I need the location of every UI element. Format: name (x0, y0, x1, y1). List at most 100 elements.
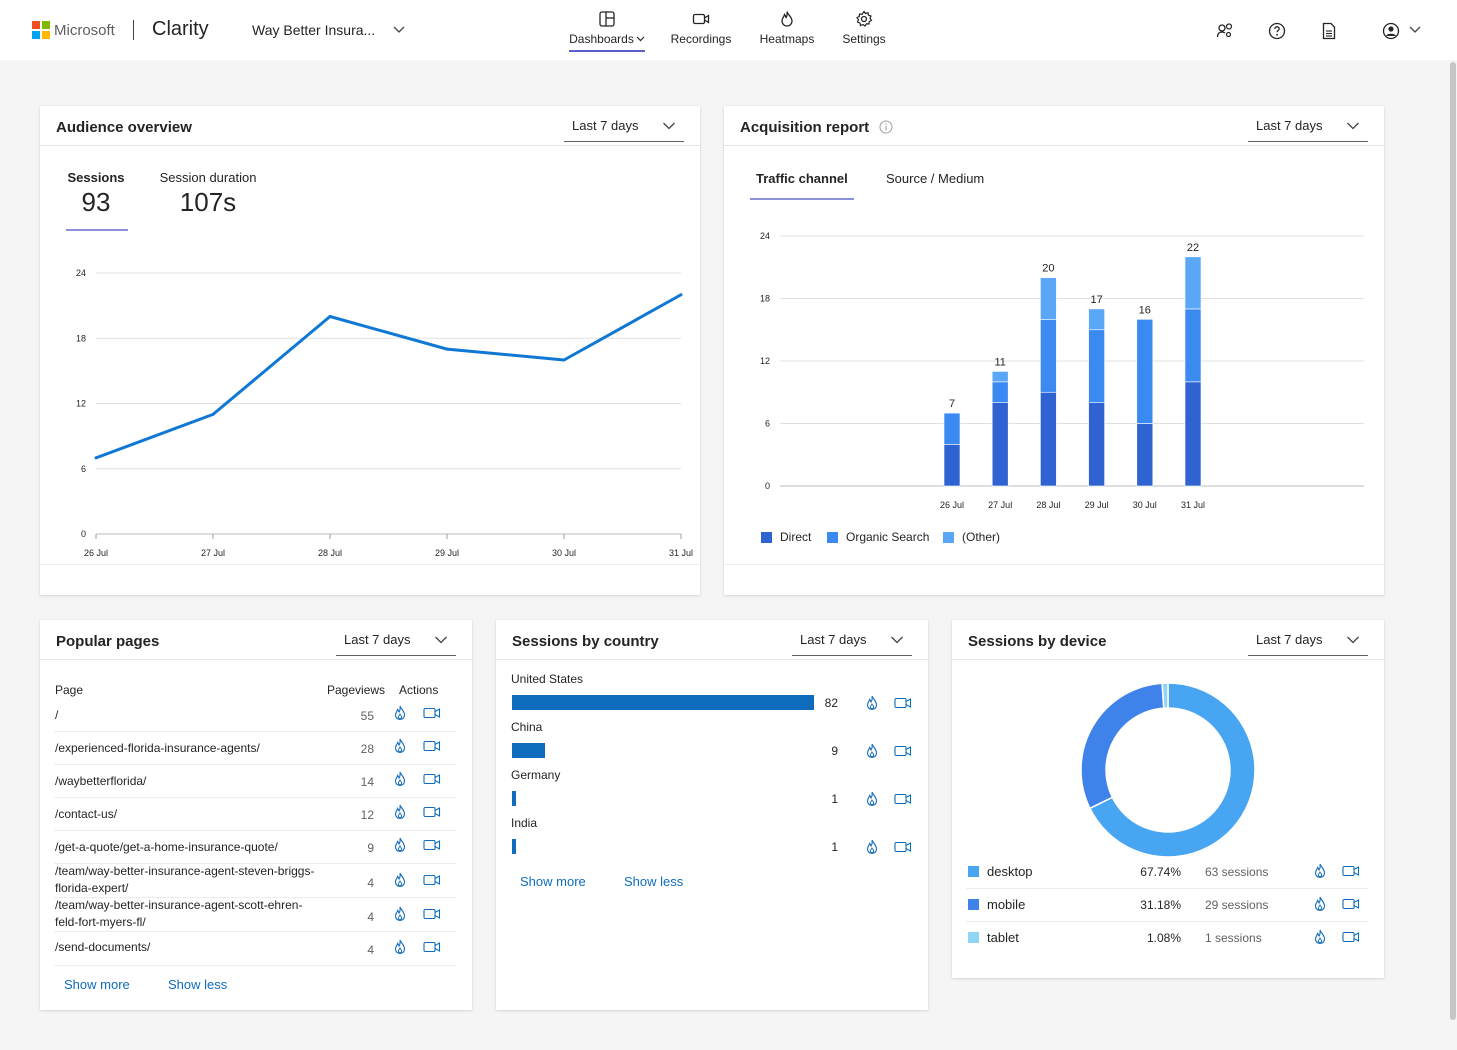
info-icon[interactable] (879, 120, 893, 134)
page-path[interactable]: /waybetterflorida/ (55, 774, 147, 788)
bar-segment-organic-search (943, 412, 961, 445)
top-header: Microsoft Clarity Way Better Insura... D… (0, 0, 1457, 60)
page-path[interactable]: /get-a-quote/get-a-home-insurance-quote/ (55, 840, 278, 854)
date-range-dropdown[interactable]: Last 7 days (1248, 112, 1368, 142)
heatmap-icon[interactable] (865, 743, 879, 759)
date-range-dropdown[interactable]: Last 7 days (792, 626, 912, 656)
heatmap-icon[interactable] (865, 791, 879, 807)
recording-icon[interactable] (423, 773, 441, 785)
bar-total-label: 20 (1042, 263, 1054, 275)
heatmap-icon[interactable] (393, 872, 407, 888)
heatmap-icon[interactable] (393, 906, 407, 922)
heatmap-icon[interactable] (393, 804, 407, 820)
bar-total-label: 22 (1187, 242, 1199, 254)
people-settings-icon[interactable] (1216, 22, 1234, 40)
heatmap-icon[interactable] (1313, 929, 1327, 945)
divider (724, 564, 1384, 565)
column-header-pageviews: Pageviews (327, 683, 386, 697)
show-more-link[interactable]: Show more (520, 874, 586, 889)
tab-source-medium[interactable]: Source / Medium (886, 171, 985, 186)
recording-icon[interactable] (423, 839, 441, 851)
heatmap-icon[interactable] (393, 738, 407, 754)
heatmap-icon[interactable] (1313, 896, 1327, 912)
chevron-down-icon (435, 636, 447, 644)
date-range-dropdown[interactable]: Last 7 days (336, 626, 456, 656)
chevron-down-icon[interactable] (1408, 24, 1422, 36)
nav-recordings[interactable]: Recordings (668, 10, 734, 52)
y-tick-label: 18 (76, 333, 86, 343)
tab-session-duration[interactable]: Session duration 107s (152, 170, 264, 218)
recording-icon[interactable] (1342, 931, 1360, 943)
page-path[interactable]: /team/way-better-insurance-agent-scott-e… (55, 898, 303, 929)
metric-value: 107s (179, 187, 237, 217)
product-name[interactable]: Clarity (152, 18, 209, 40)
date-range-dropdown[interactable]: Last 7 days (1248, 626, 1368, 656)
microsoft-logo[interactable]: Microsoft (32, 21, 115, 39)
scrollbar-thumb[interactable] (1450, 62, 1456, 1020)
heatmap-icon[interactable] (393, 939, 407, 955)
heatmap-icon[interactable] (393, 837, 407, 853)
show-less-link[interactable]: Show less (168, 977, 228, 992)
recording-icon[interactable] (423, 908, 441, 920)
account-icon[interactable] (1382, 22, 1400, 40)
tab-active-indicator (66, 229, 128, 231)
country-bar (512, 695, 814, 710)
donut-slice-tablet (1161, 682, 1169, 709)
divider (40, 659, 472, 660)
recording-icon[interactable] (894, 793, 912, 805)
brand-name: Microsoft (54, 21, 115, 39)
help-icon[interactable] (1268, 22, 1286, 40)
recording-icon[interactable] (894, 697, 912, 709)
heatmap-icon[interactable] (393, 705, 407, 721)
device-sessions: 1 sessions (1205, 931, 1262, 945)
project-selector[interactable]: Way Better Insura... (252, 22, 376, 38)
heatmap-icon[interactable] (393, 771, 407, 787)
recording-icon[interactable] (423, 707, 441, 719)
recording-icon[interactable] (1342, 898, 1360, 910)
page-path[interactable]: /send-documents/ (55, 940, 151, 954)
heatmap-icon[interactable] (1313, 863, 1327, 879)
recording-icon[interactable] (894, 841, 912, 853)
nav-heatmaps[interactable]: Heatmaps (756, 10, 818, 52)
page-path[interactable]: /contact-us/ (55, 807, 118, 821)
nav-dashboards[interactable]: Dashboards (566, 10, 648, 52)
recording-icon[interactable] (1342, 865, 1360, 877)
bar-segment--other- (1040, 277, 1057, 320)
data-point (211, 412, 215, 416)
recording-icon[interactable] (423, 941, 441, 953)
legend-label: Organic Search (846, 530, 930, 544)
page-path[interactable]: /experienced-florida-insurance-agents/ (55, 741, 260, 755)
pageview-count: 14 (360, 775, 374, 789)
legend-organic-search[interactable]: Organic Search (827, 530, 929, 544)
flame-icon (781, 11, 793, 27)
heatmap-icon[interactable] (865, 695, 879, 711)
nav-settings[interactable]: Settings (838, 10, 890, 52)
y-tick-label: 6 (765, 419, 770, 429)
date-range-dropdown[interactable]: Last 7 days (564, 112, 684, 142)
nav-active-indicator (569, 50, 645, 52)
x-tick-label: 28 Jul (318, 548, 342, 558)
country-bar (512, 791, 516, 806)
tab-traffic-channel[interactable]: Traffic channel (756, 171, 848, 186)
legend-direct[interactable]: Direct (761, 530, 811, 544)
recording-icon[interactable] (423, 806, 441, 818)
recording-icon[interactable] (423, 874, 441, 886)
page-path[interactable]: / (55, 708, 59, 722)
page-path[interactable]: /team/way-better-insurance-agent-steven-… (55, 864, 315, 895)
bar-total-label: 7 (949, 398, 955, 410)
legend-other[interactable]: (Other) (943, 530, 1000, 544)
tab-sessions[interactable]: Sessions 93 (66, 170, 126, 218)
bar-total-label: 17 (1090, 294, 1102, 306)
show-more-link[interactable]: Show more (64, 977, 130, 992)
x-tick-label: 31 Jul (1181, 500, 1205, 510)
recording-icon[interactable] (423, 740, 441, 752)
recording-icon[interactable] (894, 745, 912, 757)
row-divider (966, 888, 1368, 889)
heatmap-icon[interactable] (865, 839, 879, 855)
chevron-down-icon[interactable] (392, 22, 406, 36)
metric-label: Sessions (67, 170, 125, 185)
row-divider (54, 965, 456, 966)
document-icon[interactable] (1320, 22, 1338, 40)
bar-segment--other- (1088, 308, 1105, 331)
show-less-link[interactable]: Show less (624, 874, 684, 889)
